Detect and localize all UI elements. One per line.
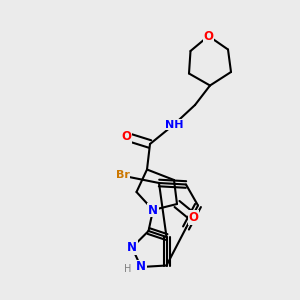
Text: O: O [121, 130, 131, 143]
Text: O: O [188, 211, 199, 224]
Text: Br: Br [116, 170, 130, 181]
Text: O: O [203, 29, 214, 43]
Text: N: N [136, 260, 146, 274]
Text: N: N [148, 203, 158, 217]
Text: NH: NH [165, 119, 183, 130]
Text: H: H [124, 263, 131, 274]
Text: N: N [127, 241, 137, 254]
